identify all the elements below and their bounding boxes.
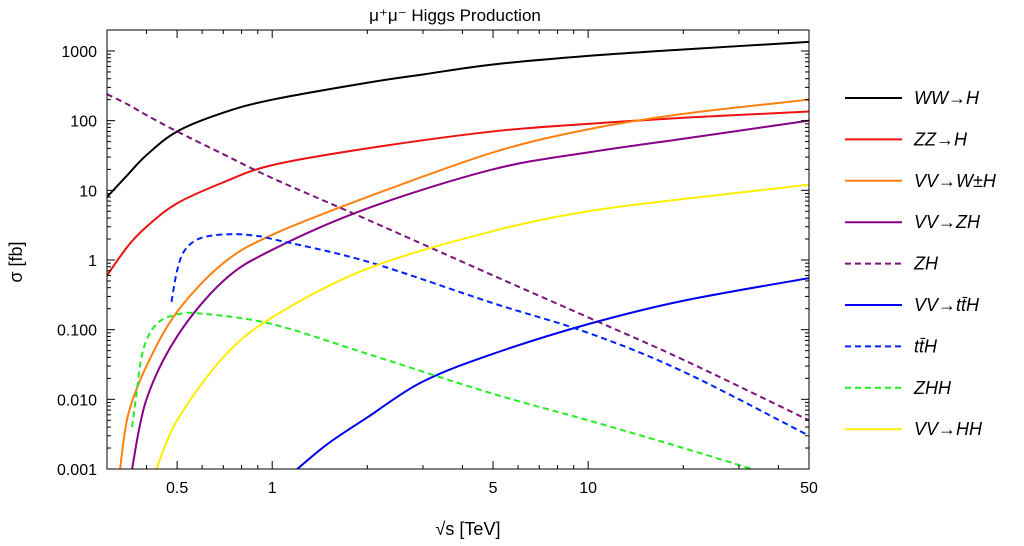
x-tick-label: 0.5 [166,480,188,497]
series-line-zh [107,93,809,422]
legend-item-ttbarh: tt̄H [845,336,938,356]
x-tick-label: 1 [268,480,277,497]
series-line-zhh [131,311,753,469]
legend-item-vv-to-ttbarh: VV→tt̄H [845,295,980,315]
series-line-vv-to-wpmh [119,98,809,469]
legend-label: WW→H [914,88,980,108]
y-axis: 0.001 0.010 0.100 1 10 100 1000 [57,29,809,479]
legend-label: ZH [913,254,939,274]
y-tick-label: 10 [79,183,97,200]
series-line-vv-to-zh [131,119,809,469]
y-tick-label: 0.001 [57,462,97,479]
series-line-ttbarh [170,233,809,437]
series-line-ww-to-h [107,40,809,198]
legend-item-zz-to-h: ZZ→H [845,129,968,149]
series-line-vv-to-ttbarh [296,277,809,469]
legend-item-ww-to-h: WW→H [845,88,980,108]
legend-item-vv-to-wpmh: VV→W±H [845,171,997,191]
x-tick-label: 5 [489,480,498,497]
legend: WW→H ZZ→H VV→W±H VV→ZH ZH VV→tt̄H tt̄H ZHH VV→HH [845,88,997,439]
y-tick-label: 0.010 [57,392,97,409]
legend-label: VV→HH [914,419,983,439]
legend-item-zhh: ZHH [845,378,952,398]
chart-title: μ⁺μ⁻ Higgs Production [369,6,541,25]
legend-label: VV→ZH [914,212,981,232]
y-tick-label: 100 [70,114,97,131]
x-tick-label: 10 [579,480,597,497]
legend-item-vv-to-zh: VV→ZH [845,212,981,232]
x-axis: 0.5 1 5 10 50 [106,30,818,497]
x-axis-label: √s [TeV] [436,519,501,539]
legend-label: ZZ→H [913,129,968,149]
legend-label: VV→W±H [914,171,997,191]
legend-item-zh: ZH [845,254,939,274]
legend-item-vv-to-hh: VV→HH [845,419,983,439]
plot-frame [106,29,810,470]
y-axis-label: σ [fb] [6,241,26,282]
legend-label: VV→tt̄H [914,295,980,315]
y-tick-label: 1000 [61,44,97,61]
y-tick-label: 0.100 [57,323,97,340]
y-tick-label: 1 [88,253,97,270]
x-tick-label: 50 [800,480,818,497]
plot-curves [107,40,809,469]
series-line-vv-to-hh [155,183,809,469]
legend-label: tt̄H [914,336,938,356]
legend-label: ZHH [913,378,952,398]
